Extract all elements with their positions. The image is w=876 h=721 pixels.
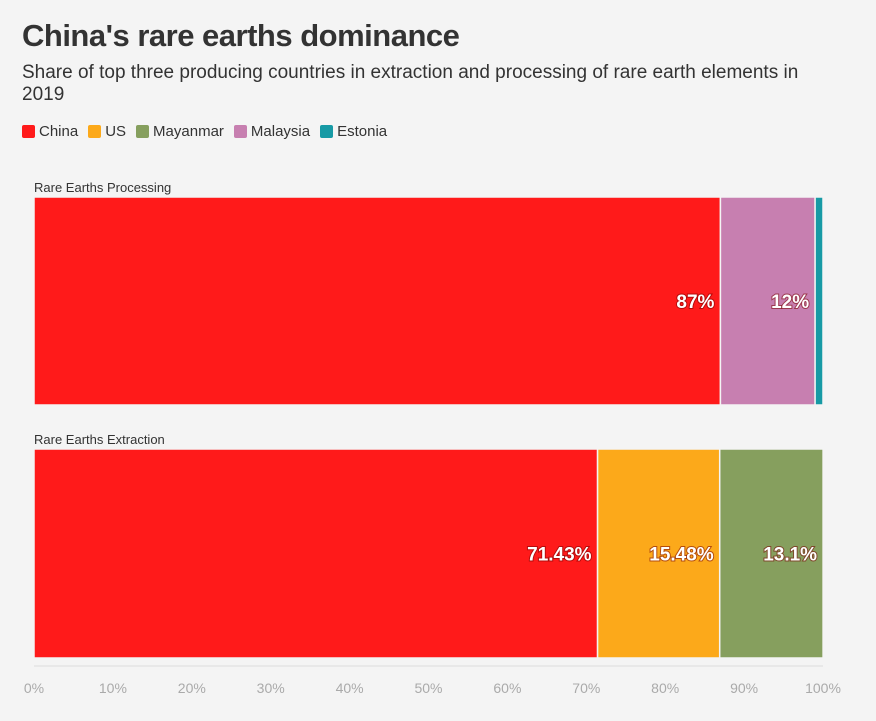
data-label: 87% <box>676 292 714 313</box>
legend-item-malaysia: Malaysia <box>233 123 311 140</box>
data-label: 13.1% <box>763 545 817 566</box>
legend-item-estonia: Estonia <box>320 123 387 140</box>
bar-segment-mayanmar <box>718 448 824 659</box>
legend-label: Malaysia <box>250 123 311 140</box>
x-tick-label: 60% <box>493 680 521 696</box>
chart-title: China's rare earths dominance <box>22 18 460 53</box>
legend-swatch <box>136 125 150 138</box>
data-label: 15.48% <box>649 545 714 566</box>
x-tick-label: 80% <box>651 680 679 696</box>
x-tick-label: 30% <box>257 680 285 696</box>
bar-segment-china <box>33 196 722 406</box>
data-label: 12% <box>771 292 809 313</box>
x-tick-label: 90% <box>730 680 758 696</box>
bar-segment-estonia <box>814 196 824 406</box>
x-tick-label: 0% <box>24 680 44 696</box>
legend: China US Mayanmar Malaysia Estonia <box>22 123 397 140</box>
panel-label: Rare Earths Processing <box>34 180 171 195</box>
bar-segment-us <box>596 448 721 659</box>
x-tick-label: 100% <box>805 680 841 696</box>
legend-swatch <box>320 125 334 138</box>
legend-item-mayanmar: Mayanmar <box>136 123 224 140</box>
x-tick-label: 50% <box>414 680 442 696</box>
legend-label: Mayanmar <box>153 123 224 140</box>
x-tick-label: 10% <box>99 680 127 696</box>
x-tick-label: 70% <box>572 680 600 696</box>
bar-segment-china <box>33 448 599 659</box>
data-label: 71.43% <box>527 545 592 566</box>
legend-label: China <box>39 123 79 140</box>
chart-subtitle: Share of top three producing countries i… <box>22 62 799 105</box>
legend-swatch <box>88 125 102 138</box>
legend-item-china: China <box>22 123 78 140</box>
x-tick-label: 40% <box>336 680 364 696</box>
x-tick-label: 20% <box>178 680 206 696</box>
legend-swatch <box>22 125 35 138</box>
legend-label: US <box>105 123 127 140</box>
legend-label: Estonia <box>337 123 388 140</box>
legend-item-us: US <box>88 123 126 140</box>
panel-label: Rare Earths Extraction <box>34 432 165 447</box>
bar-segment-malaysia <box>719 196 816 406</box>
legend-swatch <box>233 125 247 138</box>
